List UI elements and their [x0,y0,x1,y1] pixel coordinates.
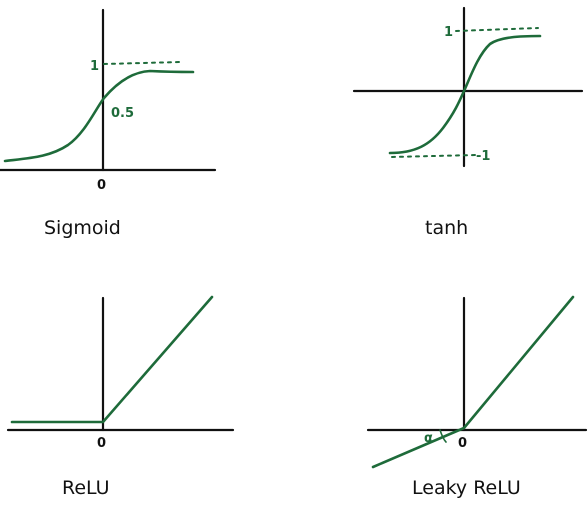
relu-panel: 0 ReLU [6,295,235,499]
leaky-relu-angle-arc [439,429,447,443]
leaky-relu-origin-label: 0 [458,436,467,451]
tanh-upper-label: 1 [444,25,453,40]
tanh-title: tanh [425,217,468,239]
sigmoid-title: Sigmoid [44,217,121,239]
sigmoid-origin-label: 0 [97,178,106,193]
tanh-upper-asymptote [455,27,539,32]
sigmoid-panel: 1 0.5 0 Sigmoid [0,8,217,239]
tanh-lower-asymptote [391,154,477,158]
leaky-relu-panel: α 0 Leaky ReLU [366,295,588,499]
tanh-panel: 1 -1 tanh [352,6,584,239]
sigmoid-upper-label: 1 [90,59,99,74]
leaky-relu-curve [371,295,575,469]
relu-title: ReLU [62,477,110,499]
sigmoid-mid-label: 0.5 [111,106,134,121]
sigmoid-upper-asymptote [103,61,181,65]
relu-origin-label: 0 [97,436,106,451]
leaky-relu-title: Leaky ReLU [412,477,521,499]
sigmoid-curve [3,69,195,163]
tanh-curve [388,34,542,155]
relu-curve [10,295,214,424]
leaky-relu-slope-label: α [424,431,433,446]
tanh-lower-label: -1 [476,149,490,164]
